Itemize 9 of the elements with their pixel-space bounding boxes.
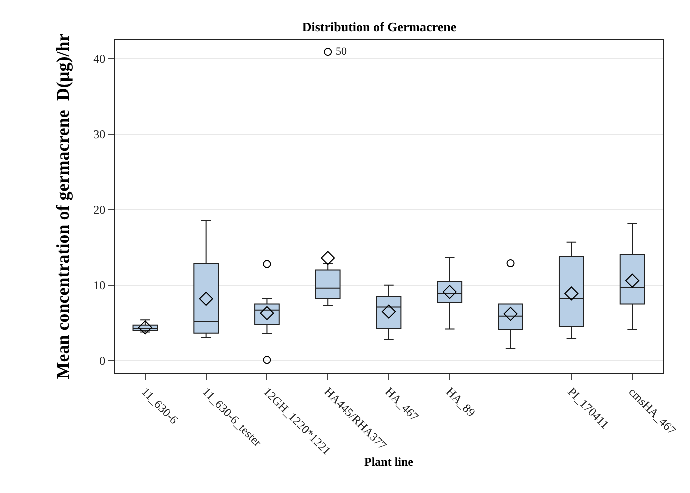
y-axis-title: Mean concentration of germacrene D(µg)/hr [53,34,73,380]
y-tick-label: 20 [94,203,106,218]
y-tick-label: 0 [100,354,106,368]
y-tick-label: 10 [94,278,106,293]
chart-title: Distribution of Germacrene [302,19,457,34]
annotation: 50 [336,46,348,58]
y-tick-label: 30 [94,128,106,142]
y-tick-label: 40 [94,52,106,66]
x-axis-title: Plant line [364,454,414,469]
